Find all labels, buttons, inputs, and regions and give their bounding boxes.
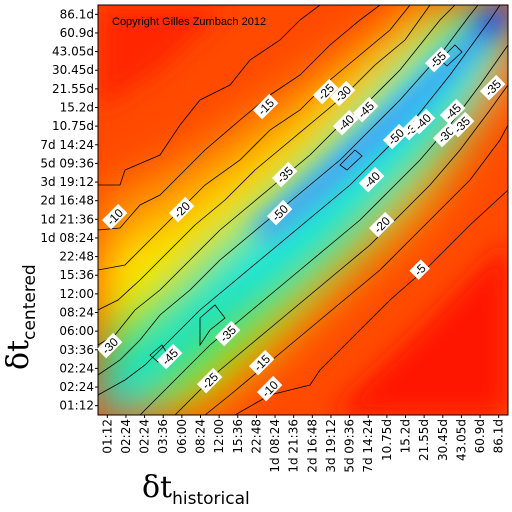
copyright-text: Copyright Gilles Zumbach 2012 bbox=[112, 16, 266, 28]
y-tick-label: 43.05d bbox=[52, 45, 94, 59]
x-tick-label: 22:48 bbox=[249, 419, 263, 454]
x-tick-label: 1d 21:36 bbox=[287, 419, 301, 473]
y-tick-label: 02:24 bbox=[59, 380, 94, 394]
x-axis-ticks: 01:12 02:24 02:24 03:36 06:00 08:24 12:00 15:36… bbox=[100, 415, 506, 473]
y-tick-label: 06:00 bbox=[59, 324, 94, 338]
x-axis-label-subscript: historical bbox=[172, 489, 250, 509]
y-tick-label: 22:48 bbox=[59, 250, 94, 264]
svg-text:δtcentered: δtcentered bbox=[1, 264, 40, 370]
x-tick-label: 60.9d bbox=[473, 419, 487, 453]
y-tick-label: 1d 21:36 bbox=[40, 212, 94, 226]
y-tick-label: 02:24 bbox=[59, 361, 94, 375]
x-tick-label: 10.75d bbox=[380, 419, 394, 461]
y-tick-label: 10.75d bbox=[52, 119, 94, 133]
y-tick-label: 3d 19:12 bbox=[40, 175, 94, 189]
x-tick-label: 02:24 bbox=[119, 419, 133, 454]
plot-frame bbox=[97, 4, 509, 416]
x-tick-label: 08:24 bbox=[194, 419, 208, 454]
x-axis-label-symbol: δt bbox=[142, 470, 172, 505]
y-tick-label: 1d 08:24 bbox=[40, 231, 94, 245]
y-tick-label: 03:36 bbox=[59, 343, 94, 357]
y-tick-label: 60.9d bbox=[60, 26, 94, 40]
y-tick-label: 86.1d bbox=[60, 7, 94, 21]
contour-lines bbox=[98, 5, 508, 415]
y-tick-label: 2d 16:48 bbox=[40, 194, 94, 208]
y-tick-label: 7d 14:24 bbox=[40, 138, 94, 152]
x-tick-label: 03:36 bbox=[156, 419, 170, 454]
x-tick-label: 7d 14:24 bbox=[361, 419, 375, 473]
x-tick-label: 30.45d bbox=[436, 419, 450, 461]
y-tick-label: 12:00 bbox=[59, 287, 94, 301]
heatmap-surface bbox=[98, 5, 508, 415]
x-tick-label: 06:00 bbox=[175, 419, 189, 454]
contour-labels: -5-10-10-15-15-20-20-25-25-30-30-30-30-3… bbox=[96, 46, 506, 402]
y-axis-label: δtcentered bbox=[1, 264, 40, 370]
svg-text:δthistorical: δthistorical bbox=[142, 470, 250, 509]
x-tick-label: 43.05d bbox=[454, 419, 468, 461]
y-tick-label: 08:24 bbox=[59, 306, 94, 320]
contour-label: -5 bbox=[409, 259, 430, 280]
y-tick-label: 5d 09:36 bbox=[40, 156, 94, 170]
x-tick-label: 1d 08:24 bbox=[268, 419, 282, 473]
y-tick-label: 01:12 bbox=[59, 399, 94, 413]
x-tick-label: 02:24 bbox=[138, 419, 152, 454]
x-tick-label: 01:12 bbox=[100, 419, 114, 454]
y-axis-ticks: 86.1d 60.9d 43.05d 30.45d 21.55d 15.2d 10.75d 7… bbox=[40, 7, 98, 413]
x-tick-label: 3d 19:12 bbox=[324, 419, 338, 473]
x-tick-label: 12:00 bbox=[212, 419, 226, 454]
x-axis-label: δthistorical bbox=[142, 470, 250, 509]
y-axis-label-subscript: centered bbox=[20, 264, 40, 340]
y-axis-label-symbol: δt bbox=[1, 340, 36, 370]
x-tick-label: 2d 16:48 bbox=[305, 419, 319, 473]
y-tick-label: 30.45d bbox=[52, 63, 94, 77]
x-tick-label: 5d 09:36 bbox=[343, 419, 357, 473]
y-tick-label: 21.55d bbox=[52, 82, 94, 96]
x-tick-label: 21.55d bbox=[417, 419, 431, 461]
x-tick-label: 86.1d bbox=[492, 419, 506, 453]
y-tick-label: 15.2d bbox=[60, 101, 94, 115]
x-tick-label: 15.2d bbox=[399, 419, 413, 453]
x-tick-label: 15:36 bbox=[231, 419, 245, 454]
y-tick-label: 15:36 bbox=[59, 268, 94, 282]
